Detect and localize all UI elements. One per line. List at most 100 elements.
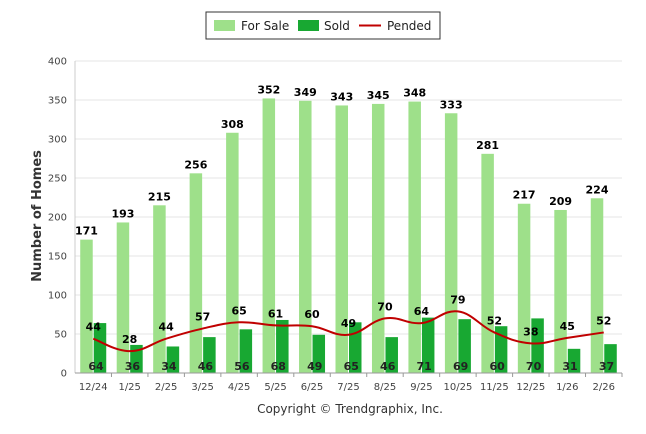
bar-sold <box>312 334 326 373</box>
y-tick-label: 0 <box>61 369 67 380</box>
label-for-sale: 171 <box>75 225 98 238</box>
x-tick-label: 3/25 <box>191 382 213 393</box>
bar-sold <box>567 348 581 373</box>
label-for-sale: 193 <box>111 207 134 220</box>
label-sold: 36 <box>125 360 141 373</box>
y-axis-label: Number of Homes <box>30 150 45 282</box>
x-axis: 12/24 1/25 2/25 3/25 4/25 5/25 6/25 7/25 8/25 9/2… <box>75 372 623 393</box>
data-labels: 171 64 193 36 215 34 256 46 308 56 352 68 349 49 343 65… <box>75 83 614 373</box>
bar-sold <box>93 323 107 373</box>
label-pended: 79 <box>450 293 465 306</box>
x-tick-label: 5/25 <box>264 382 286 393</box>
y-tick-label: 150 <box>48 252 67 263</box>
bar-for-sale <box>371 103 385 374</box>
x-tick-label: 2/25 <box>155 382 177 393</box>
x-tick-label: 12/24 <box>79 382 108 393</box>
y-tick-label: 250 <box>48 174 67 185</box>
bar-for-sale <box>153 205 166 373</box>
legend-swatch-for-sale <box>214 20 235 31</box>
bar-for-sale <box>554 209 567 373</box>
bar-sold <box>385 337 398 373</box>
x-tick-label: 8/25 <box>374 382 396 393</box>
grid-lines <box>75 60 622 374</box>
copyright-text: Copyright © Trendgraphix, Inc. <box>257 402 443 416</box>
label-sold: 68 <box>271 360 286 373</box>
y-tick-label: 200 <box>48 213 67 224</box>
label-pended: 38 <box>523 325 538 338</box>
bar-sold <box>494 326 508 373</box>
label-pended: 57 <box>195 311 210 324</box>
bar-sold <box>604 344 617 373</box>
label-for-sale: 256 <box>184 158 207 171</box>
label-sold: 60 <box>489 360 505 373</box>
bar-sold <box>203 337 216 373</box>
label-sold: 64 <box>88 360 104 373</box>
y-tick-label: 50 <box>54 330 67 341</box>
label-sold: 70 <box>526 360 542 373</box>
bar-for-sale <box>80 239 93 373</box>
label-for-sale: 217 <box>513 189 536 202</box>
label-pended: 49 <box>341 317 356 330</box>
label-for-sale: 345 <box>367 89 390 102</box>
bar-for-sale <box>590 198 604 373</box>
label-for-sale: 333 <box>440 98 463 111</box>
label-sold: 46 <box>380 360 396 373</box>
legend-box <box>205 11 441 40</box>
bar-for-sale <box>262 98 276 373</box>
y-tick-label: 400 <box>48 57 67 68</box>
label-pended: 44 <box>159 321 175 334</box>
label-sold: 56 <box>234 360 250 373</box>
label-for-sale: 215 <box>148 190 171 203</box>
bar-for-sale <box>335 105 348 374</box>
bar-for-sale <box>481 153 494 373</box>
bar-for-sale <box>226 132 239 373</box>
label-pended: 70 <box>377 300 393 313</box>
legend-label-pended: Pended <box>387 19 431 33</box>
label-pended: 45 <box>560 320 575 333</box>
x-tick-label: 9/25 <box>410 382 432 393</box>
x-tick-label: 11/25 <box>480 382 509 393</box>
legend-swatch-sold <box>298 20 319 31</box>
bar-sold <box>239 329 253 373</box>
bar-for-sale <box>444 113 458 373</box>
y-tick-label: 350 <box>48 96 67 107</box>
label-sold: 31 <box>562 360 577 373</box>
legend-label-for-sale: For Sale <box>241 19 289 33</box>
x-tick-label: 1/26 <box>556 382 578 393</box>
x-tick-label: 7/25 <box>337 382 359 393</box>
label-for-sale: 308 <box>221 118 244 131</box>
label-sold: 49 <box>307 360 322 373</box>
bars <box>80 98 617 374</box>
label-sold: 69 <box>453 360 468 373</box>
label-for-sale: 209 <box>549 195 572 208</box>
pended-line-path <box>92 310 604 353</box>
label-pended: 64 <box>414 305 430 318</box>
label-for-sale: 348 <box>403 87 426 100</box>
x-tick-label: 12/25 <box>516 382 545 393</box>
label-sold: 34 <box>161 360 177 373</box>
label-pended: 65 <box>231 304 246 317</box>
label-for-sale: 224 <box>586 183 609 196</box>
label-pended: 52 <box>487 314 502 327</box>
x-tick-label: 1/25 <box>118 382 140 393</box>
x-tick-label: 2/26 <box>593 382 615 393</box>
bar-sold <box>166 346 180 373</box>
legend[interactable]: For Sale Sold Pended <box>205 11 441 40</box>
label-for-sale: 349 <box>294 86 317 99</box>
label-for-sale: 343 <box>330 90 353 103</box>
y-tick-label: 100 <box>48 291 67 302</box>
x-tick-label: 4/25 <box>228 382 250 393</box>
bar-for-sale <box>299 100 312 373</box>
label-sold: 71 <box>417 360 432 373</box>
x-tick-label: 10/25 <box>443 382 472 393</box>
label-pended: 60 <box>304 308 320 321</box>
bar-for-sale <box>116 222 130 373</box>
bar-for-sale <box>408 101 421 373</box>
bar-for-sale <box>517 203 531 373</box>
label-for-sale: 281 <box>476 139 499 152</box>
label-for-sale: 352 <box>257 83 280 96</box>
label-pended: 44 <box>86 321 102 334</box>
y-tick-label: 300 <box>48 135 67 146</box>
label-sold: 46 <box>198 360 214 373</box>
